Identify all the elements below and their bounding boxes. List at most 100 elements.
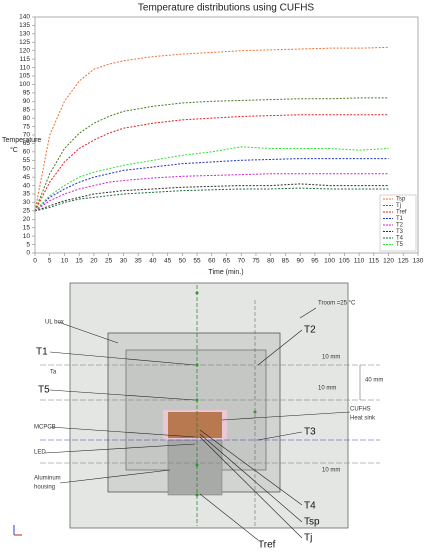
- y-tick-label: 75: [23, 123, 31, 130]
- x-tick-label: 100: [324, 258, 335, 265]
- diagram-label: Ta: [50, 370, 57, 376]
- diagram-label: Tsp: [304, 517, 320, 528]
- y-axis-unit: °C: [10, 146, 18, 154]
- legend-box: [379, 194, 417, 252]
- series-line: [34, 173, 389, 212]
- series-line: [34, 97, 389, 212]
- diagram-label: T5: [38, 385, 50, 396]
- x-tick-label: 5: [48, 258, 52, 265]
- y-tick-label: 125: [19, 39, 30, 46]
- legend-label: Tj: [396, 203, 401, 209]
- x-tick-label: 55: [193, 258, 201, 265]
- x-tick-label: 15: [76, 258, 84, 265]
- x-tick-label: 80: [267, 258, 275, 265]
- chart-title: Temperature distributions using CUFHS: [138, 3, 315, 14]
- y-tick-label: 105: [19, 73, 30, 80]
- legend-label: T1: [396, 216, 404, 222]
- diagram-label: T1: [36, 347, 48, 358]
- y-tick-label: 15: [23, 224, 31, 231]
- x-tick-label: 105: [339, 258, 350, 265]
- y-tick-label: 140: [19, 14, 30, 21]
- legend-label: T5: [396, 242, 404, 248]
- y-tick-label: 20: [23, 216, 31, 223]
- x-tick-label: 70: [238, 258, 246, 265]
- x-tick-label: 75: [252, 258, 260, 265]
- diagram-label: 10 mm: [318, 386, 336, 392]
- y-tick-label: 65: [23, 140, 31, 147]
- axes-icon: [13, 525, 22, 536]
- diagram-label: Heat sink: [350, 416, 376, 422]
- legend-label: Tref: [396, 210, 407, 216]
- diagram-label: Tref: [258, 540, 276, 550]
- series-line: [34, 46, 389, 211]
- y-tick-label: 50: [23, 165, 31, 172]
- diagram-label: 10 mm: [322, 468, 340, 474]
- x-tick-label: 45: [164, 258, 172, 265]
- legend-label: T2: [396, 223, 404, 229]
- x-tick-label: 125: [398, 258, 409, 265]
- x-tick-label: 120: [383, 258, 394, 265]
- diagram-label: housing: [34, 485, 55, 491]
- x-tick-label: 10: [61, 258, 69, 265]
- diagram-label: MCPCB: [34, 425, 56, 431]
- y-tick-label: 55: [23, 157, 31, 164]
- x-tick-label: 0: [33, 258, 37, 265]
- x-tick-label: 65: [223, 258, 231, 265]
- diagram-label: T2: [304, 325, 316, 336]
- housing: [167, 439, 223, 496]
- plot-frame: [34, 16, 419, 254]
- heat-sink: [168, 412, 222, 438]
- y-tick-label: 35: [23, 191, 31, 198]
- y-tick-label: 70: [23, 132, 31, 139]
- y-tick-label: 120: [19, 47, 30, 54]
- y-tick-label: 110: [20, 64, 31, 71]
- y-tick-label: 60: [23, 149, 31, 156]
- diagram: [13, 282, 380, 541]
- legend-label: Tsp: [396, 197, 406, 203]
- y-tick-label: 100: [19, 81, 30, 88]
- series-line: [34, 114, 389, 212]
- diagram-label: LED: [34, 450, 46, 456]
- sensors: [195, 291, 257, 497]
- series-line: [34, 187, 389, 212]
- x-tick-label: 20: [90, 258, 98, 265]
- x-tick-label: 40: [149, 258, 157, 265]
- x-tick-label: 110: [354, 258, 365, 265]
- diagram-label: 40 mm: [365, 378, 383, 384]
- y-tick-label: 90: [23, 98, 31, 105]
- y-tick-label: 0: [26, 250, 30, 257]
- y-tick-label: 10: [23, 233, 31, 240]
- diagram-label: CUFHS: [350, 407, 371, 413]
- y-tick-label: 5: [26, 241, 30, 248]
- y-tick-label: 30: [23, 199, 31, 206]
- x-tick-label: 60: [208, 258, 216, 265]
- x-axis-label: Time (min.): [208, 269, 243, 276]
- diagram-label: T4: [304, 501, 316, 512]
- y-tick-label: 45: [23, 174, 31, 181]
- leaders: [44, 307, 351, 541]
- legend-label: T4: [396, 236, 404, 242]
- y-tick-label: 85: [23, 106, 31, 113]
- x-tick-label: 130: [413, 258, 424, 265]
- x-tick-label: 115: [369, 258, 380, 265]
- series-line: [34, 183, 389, 212]
- diagram-label: Tj: [304, 533, 312, 544]
- diagram-label: UL box: [45, 320, 64, 326]
- x-tick-label: 85: [282, 258, 290, 265]
- x-tick-label: 90: [297, 258, 305, 265]
- x-tick-label: 25: [105, 258, 113, 265]
- y-tick-label: 25: [23, 208, 31, 215]
- diagram-label: T3: [304, 427, 316, 438]
- series-line: [34, 146, 389, 212]
- x-tick-label: 30: [120, 258, 128, 265]
- x-tick-label: 35: [134, 258, 142, 265]
- y-axis-label: Temperature: [2, 137, 41, 144]
- y-tick-label: 130: [19, 31, 30, 38]
- legend-label: T3: [396, 229, 404, 235]
- y-tick-label: 40: [23, 182, 31, 189]
- y-tick-label: 95: [23, 90, 31, 97]
- y-tick-label: 80: [23, 115, 31, 122]
- diagram-label: 10 mm: [322, 355, 340, 361]
- x-tick-label: 95: [311, 258, 319, 265]
